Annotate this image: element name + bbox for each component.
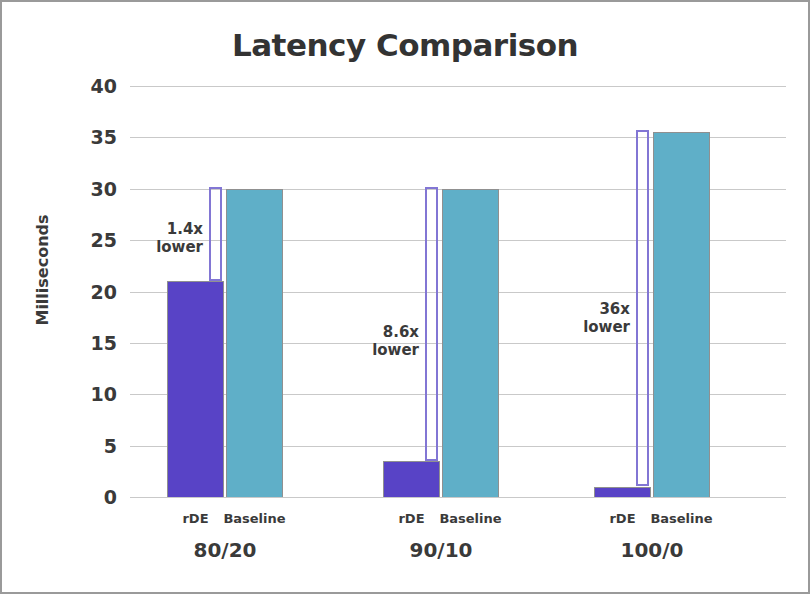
annotation-80-20: 1.4xlower: [73, 220, 203, 256]
bar-baseline-80-20: [226, 189, 283, 497]
annotation-multiplier: 8.6x: [289, 323, 419, 341]
latency-comparison-chart: Latency Comparison Milliseconds 0 5 10 15 20…: [0, 0, 810, 594]
bar-baseline-100-0: [653, 132, 710, 497]
category-label-100-0: 100/0: [582, 538, 722, 562]
y-tick-label-10: 10: [69, 383, 117, 405]
comparison-bracket-100-0: [636, 130, 649, 486]
y-tick-label-15: 15: [69, 332, 117, 354]
annotation-word: lower: [500, 318, 630, 336]
comparison-bracket-80-20: [209, 187, 222, 281]
bar-rde-100-0: [594, 487, 651, 497]
chart-title: Latency Comparison: [2, 27, 808, 63]
gridline-y-0: [130, 497, 786, 498]
bar-baseline-90-10: [442, 189, 499, 497]
bar-rde-90-10: [383, 461, 440, 497]
y-tick-label-0: 0: [69, 486, 117, 508]
y-tick-label-40: 40: [69, 75, 117, 97]
category-label-90-10: 90/10: [371, 538, 511, 562]
bar-rde-80-20: [167, 281, 224, 497]
annotation-multiplier: 36x: [500, 300, 630, 318]
annotation-100-0: 36xlower: [500, 300, 630, 336]
annotation-90-10: 8.6xlower: [289, 323, 419, 359]
comparison-bracket-90-10: [425, 187, 438, 461]
bar-label-baseline-80-20: Baseline: [210, 511, 300, 526]
bar-label-baseline-100-0: Baseline: [637, 511, 727, 526]
y-tick-label-35: 35: [69, 126, 117, 148]
y-tick-label-20: 20: [69, 281, 117, 303]
y-tick-label-30: 30: [69, 178, 117, 200]
gridline-y-40: [130, 86, 786, 87]
annotation-word: lower: [73, 238, 203, 256]
y-axis-label: Milliseconds: [33, 214, 52, 325]
bar-label-baseline-90-10: Baseline: [426, 511, 516, 526]
annotation-multiplier: 1.4x: [73, 220, 203, 238]
category-label-80-20: 80/20: [155, 538, 295, 562]
y-tick-label-5: 5: [69, 435, 117, 457]
annotation-word: lower: [289, 341, 419, 359]
